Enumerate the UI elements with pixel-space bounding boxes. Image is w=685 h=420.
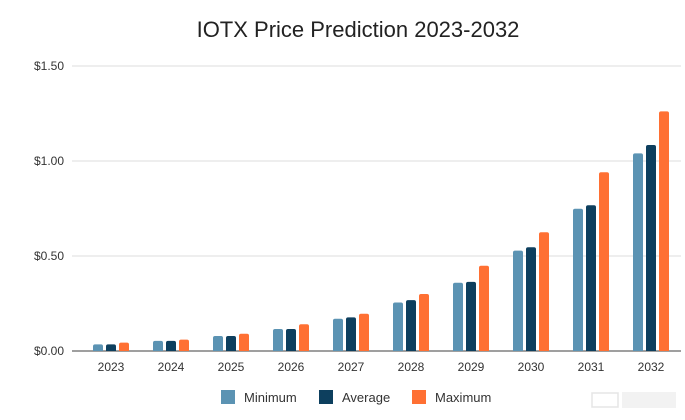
bar-average-2026 xyxy=(286,328,296,351)
bar-minimum-2024 xyxy=(153,340,163,351)
bar-maximum-2026 xyxy=(299,324,309,351)
bar-minimum-2026 xyxy=(273,328,283,351)
x-tick-label: 2029 xyxy=(458,360,485,374)
x-tick-label: 2027 xyxy=(338,360,365,374)
bar-average-2030 xyxy=(526,247,536,351)
bars xyxy=(93,111,669,351)
bar-minimum-2025 xyxy=(213,335,223,351)
bar-minimum-2023 xyxy=(93,344,103,351)
bar-average-2029 xyxy=(466,281,476,351)
watermark-logo xyxy=(591,392,676,408)
bar-maximum-2027 xyxy=(359,313,369,351)
bar-minimum-2030 xyxy=(513,250,523,351)
bar-average-2025 xyxy=(226,335,236,351)
x-tick-label: 2026 xyxy=(278,360,305,374)
x-tick-label: 2024 xyxy=(158,360,185,374)
x-tick-label: 2032 xyxy=(638,360,665,374)
legend-label: Maximum xyxy=(435,390,491,405)
legend-swatch-minimum xyxy=(221,390,235,404)
bar-average-2027 xyxy=(346,317,356,351)
bar-maximum-2025 xyxy=(239,333,249,351)
bar-average-2028 xyxy=(406,300,416,351)
legend: Minimum Average Maximum xyxy=(221,390,491,405)
bar-average-2024 xyxy=(166,340,176,351)
bar-minimum-2028 xyxy=(393,302,403,351)
y-tick-label: $0.00 xyxy=(34,344,64,358)
bar-maximum-2030 xyxy=(539,232,549,351)
bar-maximum-2023 xyxy=(119,342,129,351)
legend-swatch-maximum xyxy=(412,390,426,404)
y-tick-label: $0.50 xyxy=(34,249,64,263)
bar-average-2031 xyxy=(586,205,596,351)
x-tick-label: 2028 xyxy=(398,360,425,374)
x-axis-labels: 2023 2024 2025 2026 2027 2028 2029 2030 2031 2032 xyxy=(98,360,665,374)
x-tick-label: 2031 xyxy=(578,360,605,374)
legend-label: Average xyxy=(342,390,390,405)
legend-label: Minimum xyxy=(244,390,297,405)
legend-swatch-average xyxy=(319,390,333,404)
x-tick-label: 2023 xyxy=(98,360,125,374)
bar-maximum-2029 xyxy=(479,265,489,351)
y-tick-label: $1.50 xyxy=(34,59,64,73)
bar-average-2032 xyxy=(646,145,656,351)
bar-minimum-2032 xyxy=(633,153,643,351)
bar-maximum-2031 xyxy=(599,172,609,351)
bar-maximum-2028 xyxy=(419,294,429,351)
bar-minimum-2031 xyxy=(573,208,583,351)
chart-title: IOTX Price Prediction 2023-2032 xyxy=(197,17,520,42)
bar-minimum-2029 xyxy=(453,282,463,351)
y-tick-label: $1.00 xyxy=(34,154,64,168)
x-tick-label: 2030 xyxy=(518,360,545,374)
y-axis-labels: $0.00 $0.50 $1.00 $1.50 xyxy=(34,59,64,358)
bar-average-2023 xyxy=(106,344,116,351)
x-tick-label: 2025 xyxy=(218,360,245,374)
bar-maximum-2024 xyxy=(179,339,189,351)
bar-minimum-2027 xyxy=(333,318,343,351)
bar-maximum-2032 xyxy=(659,111,669,351)
